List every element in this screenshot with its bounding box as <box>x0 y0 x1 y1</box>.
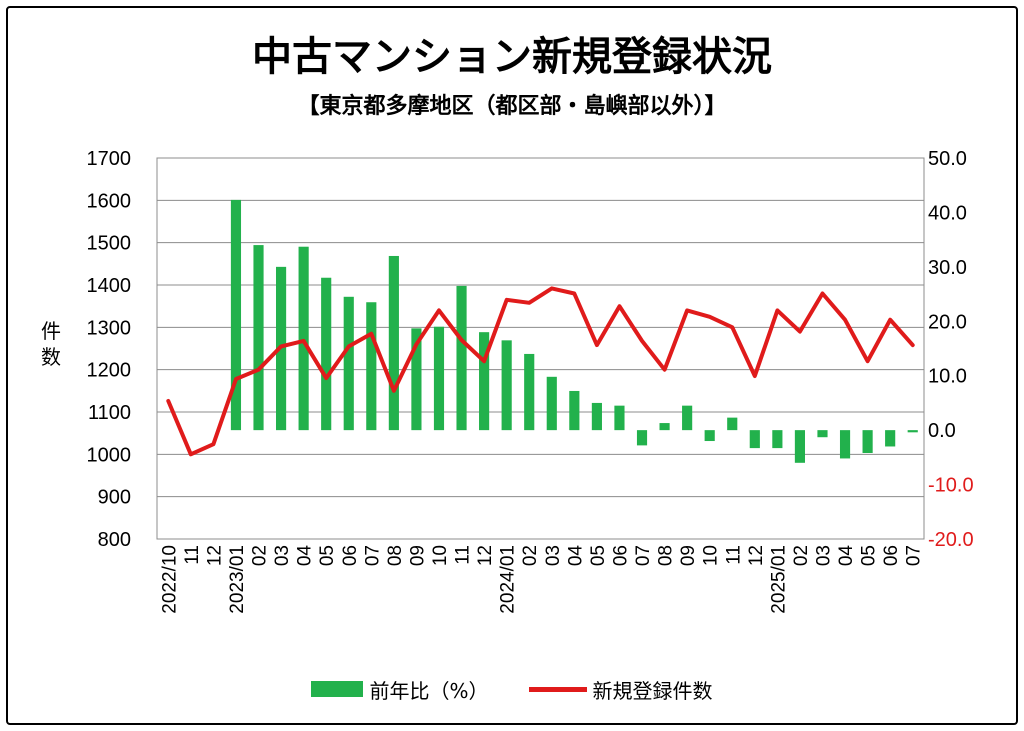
bar-yoy <box>907 430 918 433</box>
x-tick-label: 06 <box>881 545 902 566</box>
x-tick-label: 07 <box>904 545 925 566</box>
bar-yoy <box>704 430 715 442</box>
bar-yoy <box>321 277 332 431</box>
x-tick-label: 11 <box>723 545 744 565</box>
bar-yoy <box>772 430 783 449</box>
bar-yoy <box>230 199 242 431</box>
left-tick-label: 900 <box>98 487 131 509</box>
x-tick-label: 02 <box>791 545 812 566</box>
bar-yoy <box>524 353 535 431</box>
x-tick-label: 10 <box>430 545 451 566</box>
x-tick-label: 04 <box>565 545 586 567</box>
x-tick-label: 12 <box>746 545 767 566</box>
legend-swatch-line <box>528 686 587 692</box>
x-tick-label: 11 <box>453 545 474 565</box>
x-tick-label: 03 <box>813 545 834 566</box>
x-tick-label: 04 <box>295 545 316 567</box>
x-tick-label: 2023/01 <box>227 545 248 614</box>
x-tick-label: 2022/10 <box>159 545 180 614</box>
x-tick-label: 05 <box>588 545 609 566</box>
left-tick-label: 1100 <box>88 402 131 424</box>
left-tick-label: 1600 <box>87 190 132 212</box>
y-axis-label: 件数 <box>41 319 61 369</box>
legend-label-listings: 新規登録件数 <box>592 678 713 703</box>
legend-item-listings: 新規登録件数 <box>528 675 713 704</box>
x-tick-label: 07 <box>633 545 654 566</box>
bar-yoy <box>885 430 896 447</box>
bar-yoy <box>862 430 873 454</box>
bar-yoy <box>366 302 377 431</box>
x-tick-label: 02 <box>250 545 271 566</box>
x-tick-label: 05 <box>859 545 880 566</box>
left-tick-label: 1700 <box>87 148 132 170</box>
bar-yoy <box>343 296 354 431</box>
bar-yoy <box>479 332 490 431</box>
left-tick-label: 1500 <box>87 233 132 255</box>
x-tick-label: 2024/01 <box>498 545 519 614</box>
right-tick-label: 50.0 <box>928 148 967 170</box>
x-tick-label: 07 <box>362 545 383 566</box>
x-tick-label: 06 <box>610 545 631 566</box>
bar-yoy <box>727 417 738 431</box>
right-tick-label: 30.0 <box>928 257 967 279</box>
bar-yoy <box>682 405 693 431</box>
x-tick-label: 04 <box>836 545 857 567</box>
x-tick-label: 02 <box>520 545 541 566</box>
x-tick-label: 11 <box>182 545 203 565</box>
chart-frame <box>6 6 1018 725</box>
x-tick-label: 03 <box>272 545 293 566</box>
bar-yoy <box>636 430 648 446</box>
chart-subtitle: 【東京都多摩地区（都区部・島嶼部以外）】 <box>297 94 727 119</box>
bar-yoy <box>569 390 580 431</box>
bar-yoy <box>591 402 602 431</box>
right-tick-label: -10.0 <box>928 475 974 497</box>
x-tick-label: 12 <box>475 545 496 566</box>
legend: 前年比（%） 新規登録件数 <box>0 674 1024 704</box>
plot-area <box>156 157 925 540</box>
x-tick-label: 10 <box>701 545 722 566</box>
legend-label-yoy: 前年比（%） <box>369 678 489 703</box>
bar-yoy <box>388 255 399 431</box>
legend-swatch-bar <box>311 681 364 697</box>
line-listings <box>166 286 915 457</box>
right-tick-label: 10.0 <box>928 366 967 388</box>
bar-yoy <box>839 430 851 459</box>
x-tick-label: 2025/01 <box>768 545 789 614</box>
bar-yoy <box>614 405 625 431</box>
x-tick-label: 08 <box>385 545 406 566</box>
right-tick-label: 40.0 <box>928 202 967 224</box>
bar-yoy <box>546 376 557 431</box>
left-tick-label: 1200 <box>87 360 132 382</box>
bar-yoy <box>659 423 670 431</box>
right-tick-label: 20.0 <box>928 311 967 333</box>
left-tick-label: 1000 <box>87 444 132 466</box>
bar-yoy <box>501 340 512 431</box>
right-tick-label: -20.0 <box>928 529 974 551</box>
x-tick-label: 12 <box>204 545 225 566</box>
x-tick-label: 09 <box>678 545 699 566</box>
chart-title: 中古マンション新規登録状況 <box>252 34 772 80</box>
bar-yoy <box>298 246 309 431</box>
bar-yoy <box>794 430 806 463</box>
right-tick-label: 0.0 <box>928 420 956 442</box>
x-tick-label: 05 <box>317 545 338 566</box>
bar-yoy <box>817 430 828 438</box>
bar-yoy <box>456 285 467 431</box>
left-tick-label: 800 <box>98 529 131 551</box>
x-tick-label: 03 <box>543 545 564 566</box>
bar-yoy <box>253 245 264 431</box>
x-tick-label: 06 <box>340 545 361 566</box>
legend-item-yoy: 前年比（%） <box>311 675 489 704</box>
bar-yoy <box>411 328 422 431</box>
bar-yoy <box>433 326 445 431</box>
left-tick-label: 1300 <box>87 317 132 339</box>
left-tick-label: 1400 <box>87 275 132 297</box>
x-tick-label: 09 <box>407 545 428 566</box>
x-tick-label: 08 <box>656 545 677 566</box>
bar-yoy <box>749 430 760 449</box>
